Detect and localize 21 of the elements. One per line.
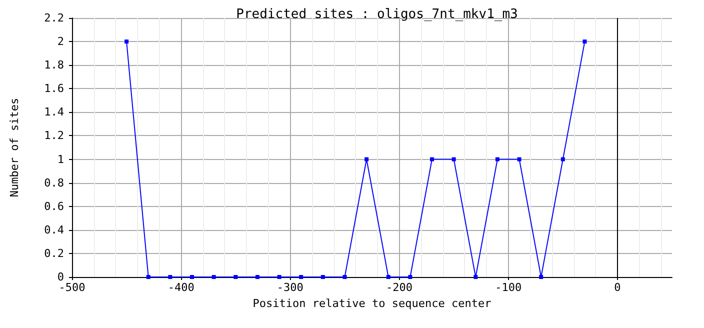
y-tick-label: 0: [57, 270, 64, 284]
x-tick-label: -200: [386, 281, 413, 294]
y-tick-label: 0.6: [44, 200, 64, 213]
x-axis-title: Position relative to sequence center: [252, 296, 492, 310]
x-tick-label: 0: [614, 281, 621, 294]
y-tick-label: 2.2: [44, 12, 64, 24]
x-tick-label: -300: [276, 281, 304, 294]
x-tick-label: -100: [495, 281, 522, 294]
x-tick-label: -500: [58, 281, 86, 294]
y-tick-label: 1.6: [44, 82, 64, 96]
y-axis-title: Number of sites: [8, 98, 21, 198]
y-tick-label: 0.8: [44, 176, 64, 190]
y-tick-label: 1.8: [44, 58, 64, 72]
x-tick-label: -400: [168, 281, 194, 294]
y-tick-label: 0.2: [44, 246, 64, 260]
y-tick-label: 1: [57, 152, 64, 166]
y-tick-label: 0.4: [44, 223, 64, 236]
y-tick-label: 2: [57, 35, 64, 48]
y-tick-label: 1.4: [44, 106, 64, 119]
y-tick-label: 1.2: [44, 129, 64, 142]
chart-title: Predicted sites : oligos_7nt_mkv1_m3: [236, 7, 518, 22]
